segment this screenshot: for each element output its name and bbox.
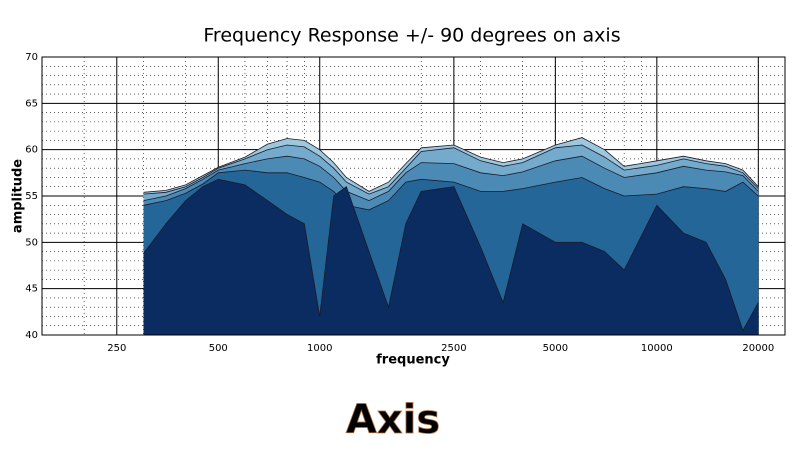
x-tick-label: 250: [107, 343, 126, 354]
y-tick-label: 40: [25, 330, 38, 341]
y-tick-label: 60: [25, 145, 38, 156]
plot-frame: [41, 56, 786, 336]
x-tick-label: 10000: [641, 343, 673, 354]
area-line: [143, 178, 759, 332]
y-axis-label: amplitude: [11, 159, 26, 233]
x-tick-label: 5000: [543, 343, 568, 354]
x-tick-label: 2500: [441, 343, 466, 354]
area-line: [143, 137, 759, 193]
y-tick-label: 45: [25, 284, 38, 295]
y-tick-label: 65: [25, 98, 38, 109]
y-tick-label: 55: [25, 191, 38, 202]
area-line: [143, 144, 759, 195]
x-tick-label: 1000: [307, 343, 332, 354]
x-tick-label: 500: [209, 343, 228, 354]
x-axis-label: frequency: [376, 353, 450, 368]
area-line: [143, 169, 759, 211]
x-tick-label: 20000: [742, 343, 774, 354]
caption: Axis: [346, 397, 440, 443]
y-tick-label: 50: [25, 237, 38, 248]
area-fill: [143, 179, 759, 335]
chart-title: Frequency Response +/- 90 degrees on axi…: [203, 25, 620, 47]
y-tick-label: 70: [25, 52, 38, 63]
area-line: [143, 155, 759, 202]
